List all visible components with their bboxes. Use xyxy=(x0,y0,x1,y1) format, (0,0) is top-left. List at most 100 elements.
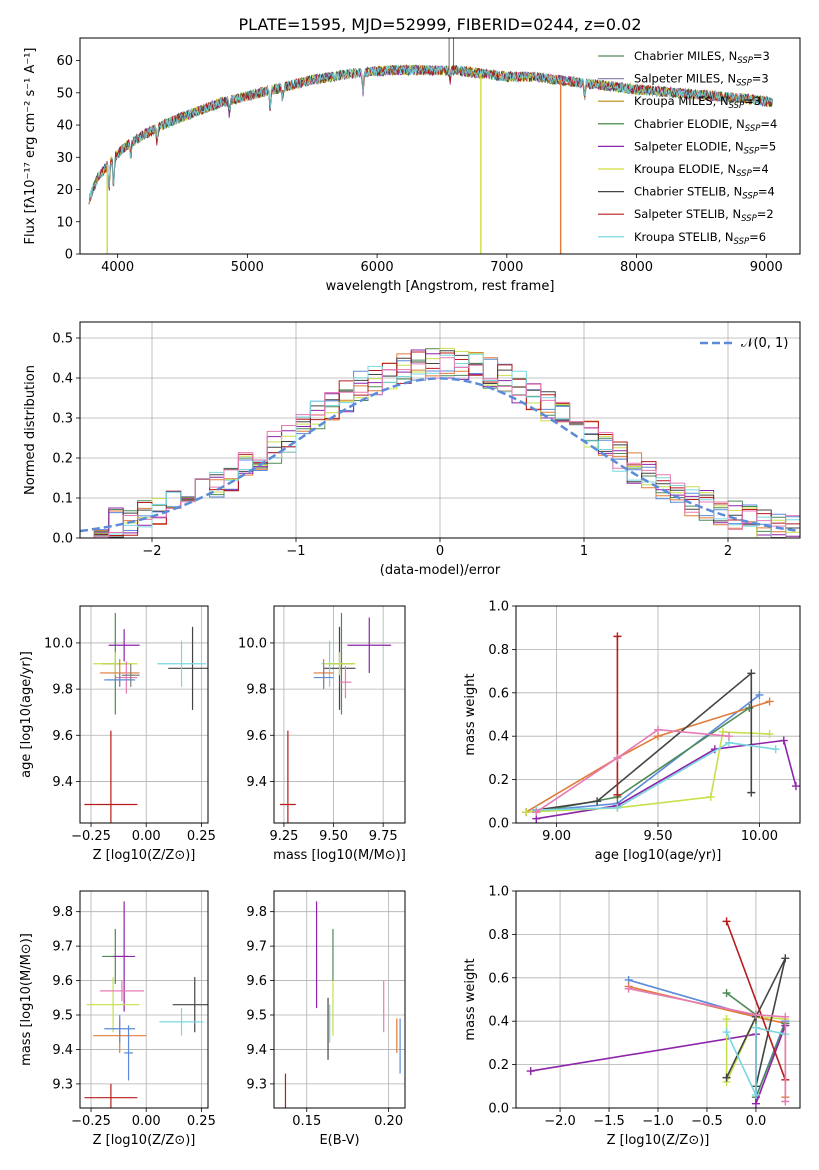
legend-label: Chabrier ELODIE, N xyxy=(634,117,745,131)
plot-content xyxy=(284,901,401,1108)
spectrum-series-8 xyxy=(88,64,773,205)
legend-entry: Salpeter MILES, NSSP=3 xyxy=(634,72,769,89)
errorbars xyxy=(284,901,401,1108)
x-tick-label: 7000 xyxy=(490,260,523,275)
x-axis-label: (data-model)/error xyxy=(380,563,501,578)
y-tick-label: 9.8 xyxy=(52,683,73,698)
y-tick-label: 0.6 xyxy=(488,971,509,986)
ticks: −2 −1 0 1 2 0.0 0.1 0.2 0.3 0.4 0.5 xyxy=(52,332,732,560)
y-tick-label: 50 xyxy=(56,86,73,101)
y-tick-label: 9.4 xyxy=(52,775,73,790)
spectrum-lines xyxy=(88,38,773,254)
y-tick-label: 9.7 xyxy=(246,940,267,955)
x-tick-label: 0.25 xyxy=(187,1114,216,1129)
y-tick-label: 0.8 xyxy=(488,928,509,943)
legend-entry: Chabrier MILES, NSSP=3 xyxy=(634,49,770,66)
legend-label: Kroupa STELIB, N xyxy=(634,230,734,244)
axes-frame xyxy=(273,605,406,824)
y-tick-label: 9.4 xyxy=(52,1043,73,1058)
weight-marker xyxy=(593,797,602,806)
weight-marker xyxy=(613,790,622,799)
y-axis-label: mass [log10(M/M⊙)] xyxy=(19,933,34,1066)
gridlines xyxy=(80,606,208,823)
errorbar-0 xyxy=(84,730,138,823)
weight-marker xyxy=(781,954,790,963)
y-tick-label: 1.0 xyxy=(488,885,509,900)
legend-subscript: SSP xyxy=(745,124,761,134)
errorbar-7 xyxy=(115,661,138,694)
x-tick-label: 9.50 xyxy=(319,829,348,844)
y-tick-label: 0.3 xyxy=(52,412,73,427)
errorbar-1 xyxy=(168,626,208,710)
legend-subscript: SSP xyxy=(736,169,752,179)
x-axis-label: age [log10(age/yr)] xyxy=(595,848,722,863)
errorbar-0 xyxy=(84,1083,138,1108)
plot-content xyxy=(522,632,800,823)
plot-content xyxy=(84,612,208,823)
y-tick-label: 0.1 xyxy=(52,492,73,507)
errorbar-1 xyxy=(172,977,208,1033)
errorbar-2 xyxy=(157,640,206,687)
errorbar-7 xyxy=(339,666,352,699)
plot-content xyxy=(279,612,392,823)
weight-series-8 xyxy=(628,987,787,1102)
y-tick-label: 10.0 xyxy=(44,636,73,651)
weight-marker xyxy=(522,808,531,817)
gridlines xyxy=(274,891,405,1108)
y-tick-label: 20 xyxy=(56,183,73,198)
y-tick-label: 0.2 xyxy=(52,452,73,467)
plot-area xyxy=(274,891,405,1108)
x-tick-label: 10.00 xyxy=(741,829,778,844)
y-tick-label: 1.0 xyxy=(488,600,509,615)
spectrum-series-7 xyxy=(88,64,773,205)
weight-marker xyxy=(654,725,662,734)
panel-weight_vs_age: 9.00 9.50 10.00 0.0 0.2 0.4 0.6 0.8 1.0 age [log1… xyxy=(463,600,801,863)
weight-marker xyxy=(791,782,800,791)
y-tick-label: 0.0 xyxy=(52,532,73,547)
x-tick-label: −0.25 xyxy=(71,1114,111,1129)
plot-content xyxy=(526,917,790,1108)
panel-spectrum: 4000 5000 6000 7000 8000 9000 0 10 20 30 40 50 60 wav… xyxy=(23,37,801,294)
legend-label: Salpeter MILES, N xyxy=(634,72,736,86)
x-tick-label: 2 xyxy=(724,544,732,559)
figure-title: PLATE=1595, MJD=52999, FIBERID=0244, z=0… xyxy=(238,15,641,34)
weight-marker xyxy=(718,727,727,736)
x-tick-label: 8000 xyxy=(620,260,653,275)
panel-residuals: −2 −1 0 1 2 0.0 0.1 0.2 0.3 0.4 0.5 (data-model)/er… xyxy=(23,321,801,578)
weight-series-7 xyxy=(725,1026,786,1096)
errorbar-4 xyxy=(108,629,140,662)
errorbar-8 xyxy=(104,672,136,687)
y-axis-label: mass weight xyxy=(463,958,478,1040)
axes-frame xyxy=(515,605,801,824)
weight-series-5 xyxy=(536,671,753,811)
weight-marker xyxy=(771,745,780,754)
x-tick-label: 0.0 xyxy=(746,1114,767,1129)
y-axis-label: mass weight xyxy=(463,673,478,755)
legend-suffix: =6 xyxy=(749,230,766,244)
x-tick-label: 9.75 xyxy=(369,829,398,844)
weight-marker xyxy=(779,736,788,745)
legend-subscript: SSP xyxy=(734,237,750,247)
legend-entry: Chabrier ELODIE, NSSP=4 xyxy=(634,117,777,134)
legend-suffix: =5 xyxy=(759,139,776,153)
y-tick-label: 0.2 xyxy=(488,1058,509,1073)
legend-suffix: =3 xyxy=(744,94,761,108)
y-tick-label: 30 xyxy=(56,151,73,166)
x-tick-label: 9.00 xyxy=(542,829,571,844)
weight-marker xyxy=(725,732,733,741)
legend-suffix: =4 xyxy=(752,162,769,176)
x-tick-label: −1.5 xyxy=(593,1114,625,1129)
weight-marker xyxy=(747,788,756,797)
y-tick-label: 10.0 xyxy=(238,636,267,651)
x-tick-label: −1.0 xyxy=(642,1114,674,1129)
x-tick-label: 9.25 xyxy=(269,829,298,844)
x-tick-label: 9000 xyxy=(750,260,783,275)
legend-suffix: =4 xyxy=(758,185,775,199)
ticks: −0.25 0.00 0.25 9.4 9.6 9.8 10.0 xyxy=(44,636,216,844)
legend-subscript: SSP xyxy=(744,146,760,156)
weight-marker xyxy=(722,1015,731,1024)
panels: 4000 5000 6000 7000 8000 90000102030405060wav… xyxy=(19,37,801,1148)
x-axis-label: wavelength [Angstrom, rest frame] xyxy=(326,279,555,294)
panel-weight_vs_Z: −2.0 −1.5 −1.0 −0.5 0.0 0.0 0.2 0.4 0.6 0.8 1.0 Z [… xyxy=(463,885,801,1148)
